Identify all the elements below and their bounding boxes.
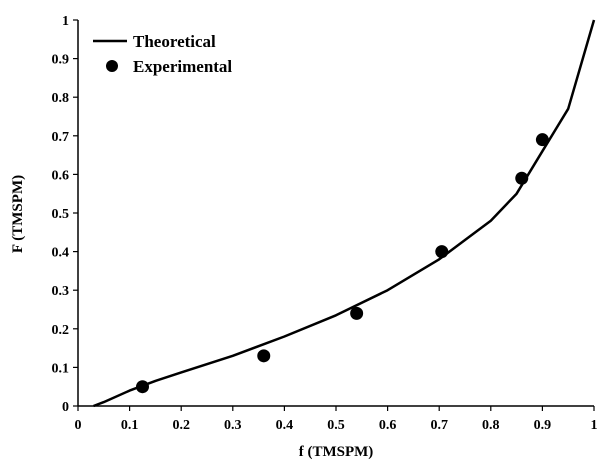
y-tick-label: 0.1 bbox=[52, 361, 70, 376]
y-axis-title: F (TMSPM) bbox=[10, 175, 26, 253]
experimental-point bbox=[435, 245, 449, 259]
series-layer bbox=[93, 19, 596, 408]
experimental-point bbox=[136, 380, 149, 394]
y-tick-label: 0.9 bbox=[52, 53, 70, 68]
x-tick-label: 0.2 bbox=[172, 418, 190, 433]
y-tick-label: 0.6 bbox=[52, 168, 70, 183]
y-tick-label: 0.2 bbox=[52, 323, 70, 338]
x-tick-label: 0 bbox=[75, 418, 82, 433]
x-tick-label: 0.1 bbox=[121, 418, 139, 433]
y-tick-label: 1 bbox=[62, 14, 69, 29]
x-tick-label: 0.5 bbox=[327, 418, 345, 433]
x-tick-label: 0.6 bbox=[379, 418, 397, 433]
x-tick-label: 0.7 bbox=[430, 418, 448, 433]
y-tick-label: 0.3 bbox=[52, 284, 70, 299]
experimental-point bbox=[515, 171, 529, 185]
x-axis-ticks: 0 0.1 0.2 0.3 0.4 0.5 0.6 0.7 0.8 0.9 1 bbox=[75, 406, 597, 433]
y-tick-label: 0 bbox=[62, 400, 69, 415]
x-tick-label: 0.3 bbox=[224, 418, 242, 433]
x-tick-label: 0.8 bbox=[482, 418, 500, 433]
legend-label-theoretical: Theoretical bbox=[133, 32, 216, 51]
y-axis-ticks: 0 0.1 0.2 0.3 0.4 0.5 0.6 0.7 0.8 0.9 1 bbox=[52, 14, 78, 415]
experimental-point bbox=[257, 349, 271, 363]
x-tick-label: 0.9 bbox=[534, 418, 552, 433]
x-tick-label: 0.4 bbox=[276, 418, 294, 433]
experimental-point bbox=[535, 133, 549, 147]
y-tick-label: 0.5 bbox=[52, 207, 70, 222]
y-tick-label: 0.7 bbox=[52, 130, 70, 145]
y-tick-label: 0.4 bbox=[52, 246, 70, 261]
legend-label-experimental: Experimental bbox=[133, 57, 232, 76]
x-tick-label: 1 bbox=[591, 418, 597, 433]
theoretical-curve bbox=[93, 19, 596, 408]
x-axis-title: f (TMSPM) bbox=[299, 444, 374, 460]
legend-marker-experimental bbox=[106, 60, 118, 72]
legend: Theoretical Experimental bbox=[93, 32, 232, 76]
plot-area bbox=[77, 20, 594, 407]
experimental-point bbox=[350, 306, 364, 320]
y-tick-label: 0.8 bbox=[52, 91, 70, 106]
